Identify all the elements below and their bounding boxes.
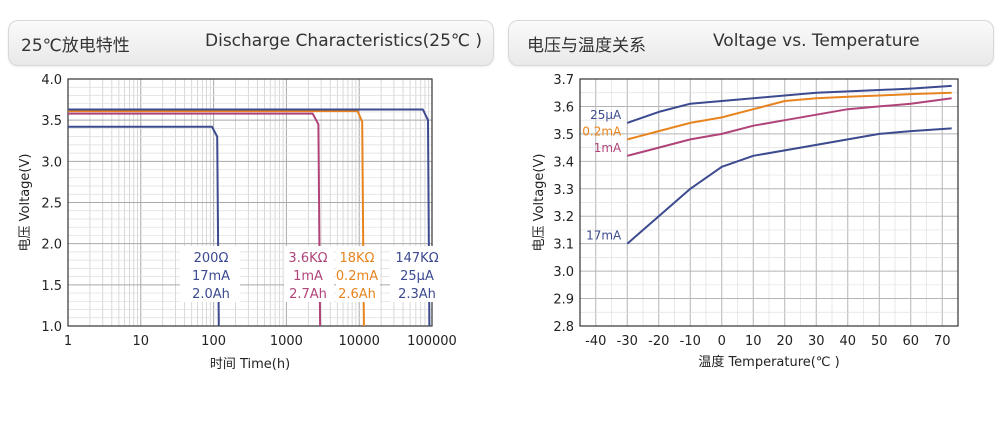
series-line [68, 108, 431, 327]
x-tick-label: 30 [808, 334, 825, 349]
x-tick-label: 10 [745, 334, 762, 349]
left-title-en: Discharge Characteristics(25℃ ) [205, 31, 483, 51]
series-annotation: 2.3Ah [398, 287, 436, 302]
y-tick-label: 1.0 [41, 320, 62, 335]
x-tick-label: 50 [871, 334, 888, 349]
series-annotation: 1mA [293, 269, 323, 284]
y-axis-label: 电压 Voltage(V) [18, 154, 33, 252]
y-tick-label: 1.5 [41, 279, 62, 294]
series-line [626, 127, 952, 245]
annotation-box [284, 246, 334, 302]
x-tick-label: 100 [201, 334, 226, 349]
x-tick-label: 10 [133, 334, 150, 349]
series-line [68, 125, 220, 327]
x-tick-label: -10 [680, 334, 701, 349]
left-title-cn: 25℃放电特性 [21, 36, 130, 56]
series-annotation: 2.6Ah [338, 287, 376, 302]
x-tick-label: 1 [64, 334, 72, 349]
series-line [627, 97, 952, 157]
y-tick-label: 3.6 [553, 100, 574, 115]
series-annotation: 0.2mA [336, 269, 378, 284]
x-tick-label: 60 [902, 334, 919, 349]
series-annotation: 147KΩ [395, 251, 438, 266]
annotation-box [180, 246, 240, 302]
y-tick-label: 3.5 [41, 114, 62, 129]
annotation-box [390, 246, 448, 302]
series-annotation: 2.0Ah [192, 287, 230, 302]
series-annotation: 2.7Ah [289, 287, 327, 302]
series-annotation: 200Ω [194, 251, 229, 266]
series-line [626, 84, 952, 124]
voltage-temperature-chart: -40 -30 -20 -10 0 10 20 30 40 50 60 70 2.8 2.9 3.0 3.1 3… [532, 73, 959, 370]
series-line [68, 112, 322, 327]
y-tick-label: 2.9 [553, 293, 574, 308]
series-annotation: 3.6KΩ [288, 251, 327, 266]
y-tick-label: 3.3 [553, 183, 574, 198]
discharge-chart: 1 10 100 1000 10000 100000 1.0 1.5 2.0 2.5 3.0 3.5 4… [18, 73, 457, 372]
plot-frame [579, 78, 959, 327]
x-tick-label: 40 [839, 334, 856, 349]
series-line [68, 110, 365, 327]
left-chart-header: 25℃放电特性 Discharge Characteristics(25℃ ) [8, 20, 494, 66]
x-tick-label: -40 [585, 334, 606, 349]
plot-frame [67, 78, 433, 327]
y-tick-label: 2.5 [41, 197, 62, 212]
series-annotation: 17mA [192, 269, 230, 284]
x-axis-label: 温度 Temperature(℃ ) [698, 354, 839, 370]
y-tick-label: 3.2 [553, 210, 574, 225]
x-tick-label: 1000 [270, 334, 303, 349]
y-tick-label: 3.1 [553, 238, 574, 253]
y-tick-label: 3.0 [41, 155, 62, 170]
series-line [627, 91, 952, 141]
y-tick-label: 3.4 [553, 155, 574, 170]
right-chart-header: 电压与温度关系 Voltage vs. Temperature [508, 20, 994, 66]
series-label: 17mA [586, 229, 622, 243]
series-label: 1mA [594, 141, 622, 155]
y-tick-label: 3.5 [553, 128, 574, 143]
x-tick-label: 20 [776, 334, 793, 349]
x-tick-label: -30 [617, 334, 638, 349]
y-tick-label: 3.0 [553, 265, 574, 280]
y-axis-label: 电压 Voltage(V) [532, 154, 547, 252]
series-annotation: 18KΩ [339, 251, 374, 266]
series-annotation: 25μA [400, 269, 434, 284]
x-tick-label: -20 [648, 334, 669, 349]
y-tick-label: 4.0 [41, 73, 62, 88]
x-tick-label: 100000 [407, 334, 457, 349]
right-title-cn: 电压与温度关系 [527, 36, 646, 56]
y-tick-label: 2.8 [553, 320, 574, 335]
x-axis-label: 时间 Time(h) [210, 357, 290, 372]
x-tick-label: 70 [934, 334, 951, 349]
x-tick-label: 10000 [339, 334, 380, 349]
series-label: 0.2mA [582, 124, 622, 138]
right-title-en: Voltage vs. Temperature [713, 31, 920, 51]
annotation-box [336, 246, 380, 302]
series-label: 25μA [590, 108, 622, 122]
x-tick-label: 0 [718, 334, 726, 349]
y-tick-label: 3.7 [553, 73, 574, 88]
y-tick-label: 2.0 [41, 238, 62, 253]
